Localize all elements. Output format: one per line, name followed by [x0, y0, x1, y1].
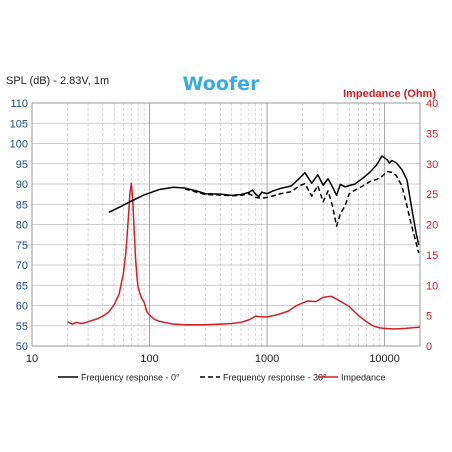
y-left-tick-label: 50 — [16, 341, 28, 353]
legend-label: Impedance — [341, 373, 386, 383]
y-left-tick-label: 105 — [10, 118, 28, 130]
y-left-tick-label: 100 — [10, 139, 28, 151]
legend: Frequency response - 0° Frequency respons… — [58, 373, 386, 383]
x-tick-label: 1000 — [255, 353, 279, 365]
series-line-spl-30deg — [184, 170, 420, 254]
y-left-tick-label: 85 — [16, 199, 28, 211]
y-right-tick-label: 15 — [426, 250, 438, 262]
y-left-tick-label: 95 — [16, 159, 28, 171]
y-left-tick-label: 65 — [16, 280, 28, 292]
right-axis-label: Impedance (Ohm) — [343, 88, 436, 100]
y-right-tick-label: 25 — [426, 189, 438, 201]
y-left-tick-label: 55 — [16, 321, 28, 333]
y-left-tick-label: 70 — [16, 260, 28, 272]
y-right-tick-label: 35 — [426, 128, 438, 140]
y-right-tick-label: 40 — [426, 98, 438, 110]
series-line-impedance — [67, 182, 420, 330]
left-axis-label: SPL (dB) - 2.83V, 1m — [6, 75, 109, 87]
legend-label: Frequency response - 30° — [223, 373, 327, 383]
x-tick-label: 10000 — [369, 353, 400, 365]
series-line-spl-0deg — [108, 155, 420, 245]
legend-label: Frequency response - 0° — [81, 373, 180, 383]
chart-title: Woofer — [183, 73, 261, 95]
y-left-tick-label: 75 — [16, 240, 28, 252]
y-left-tick-label: 60 — [16, 301, 28, 313]
y-right-tick-label: 0 — [426, 341, 432, 353]
y-right-tick-label: 20 — [426, 220, 438, 232]
y-left-tick-label: 80 — [16, 220, 28, 232]
series-layer — [67, 155, 420, 330]
grid — [32, 103, 420, 346]
plot-frame — [31, 102, 421, 347]
y-right-tick-label: 5 — [426, 311, 432, 323]
x-tick-label: 10 — [26, 353, 38, 365]
y-right-tick-label: 10 — [426, 280, 438, 292]
y-right-tick-label: 30 — [426, 159, 438, 171]
y-left-tick-label: 110 — [10, 98, 28, 110]
axis-ticks: 50 55 60 65 70 75 80 85 90 95 100 105 110 0 5 10 15 20 25 3… — [10, 98, 439, 365]
y-left-tick-label: 90 — [16, 179, 28, 191]
x-tick-label: 100 — [140, 353, 158, 365]
